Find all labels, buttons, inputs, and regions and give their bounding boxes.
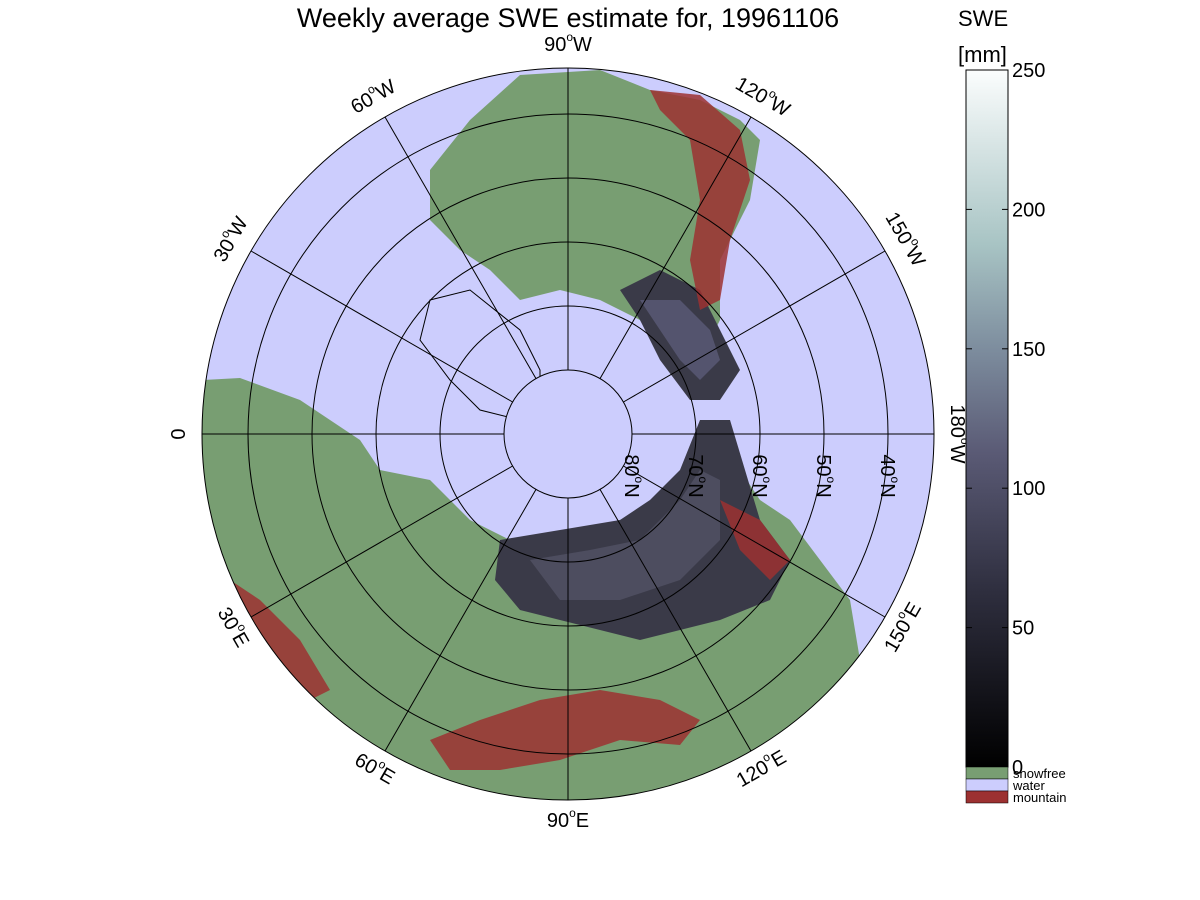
category-swatch (965, 778, 1009, 792)
figure-title: Weekly average SWE estimate for, 1996110… (297, 3, 839, 33)
meridian-line (623, 250, 886, 403)
east-siberia-ranges (720, 500, 790, 580)
meridian-line (599, 489, 752, 752)
colorbar-tick-label: 250 (1012, 60, 1045, 82)
himalaya-tibet (430, 690, 700, 770)
latitude-labels: 80oN 70oN 60oN 50oN 40oN (620, 454, 902, 497)
latitude-label: 50oN (812, 454, 838, 497)
category-label: snowfree (1013, 766, 1066, 781)
north-america-snow-high (640, 300, 720, 380)
colorbar-label-line1: SWE (958, 6, 1008, 31)
category-swatch (965, 766, 1009, 780)
longitude-label: 30oW (206, 211, 253, 266)
alps-caucasus (230, 580, 330, 700)
colorbar-tick-label: 150 (1012, 339, 1045, 361)
arctic-ocean (504, 370, 632, 498)
longitude-label: 90oE (547, 806, 589, 832)
longitude-label: 60oW (345, 72, 400, 119)
longitude-label: 0 (168, 428, 190, 439)
meridian-line (623, 465, 886, 618)
colorbar-ticks: 0 50 100 150 200 250 (966, 60, 1045, 779)
colorbar-tick-label: 0 (1012, 757, 1023, 779)
colorbar: SWE [mm] 0 50 100 150 200 250 snowfreewatermo… (958, 6, 1066, 805)
meridian-line (250, 465, 513, 618)
category-label: mountain (1013, 790, 1066, 805)
colorbar-gradient (965, 69, 1009, 768)
meridians (202, 68, 934, 800)
meridian-line (250, 250, 513, 403)
latitude-label: 60oN (748, 454, 774, 497)
longitude-label: 90oW (544, 30, 592, 56)
colorbar-tick-label: 200 (1012, 199, 1045, 221)
latitude-label: 70oN (684, 454, 710, 497)
meridian-line (384, 116, 537, 379)
longitude-label: 180oW (946, 405, 972, 464)
siberia-snow-high (530, 470, 720, 600)
latitude-label: 40oN (876, 454, 902, 497)
category-swatch (965, 790, 1009, 804)
meridian-line (599, 116, 752, 379)
latitude-label: 80oN (620, 454, 646, 497)
category-label: water (1012, 778, 1045, 793)
colorbar-tick-label: 100 (1012, 478, 1045, 500)
colorbar-tick-label: 50 (1012, 618, 1034, 640)
colorbar-label-line2: [mm] (958, 42, 1007, 67)
rocky-mountains (650, 90, 750, 310)
graticule (201, 67, 935, 801)
meridian-line (384, 489, 537, 752)
